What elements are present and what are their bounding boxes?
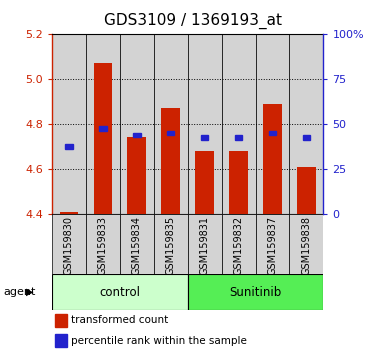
Bar	[269, 131, 276, 135]
Text: GSM159833: GSM159833	[98, 216, 108, 275]
Text: GSM159830: GSM159830	[64, 216, 74, 275]
Text: GSM159835: GSM159835	[166, 216, 176, 275]
Bar	[133, 133, 141, 137]
Bar	[94, 63, 112, 214]
Text: control: control	[99, 286, 140, 298]
Text: agent: agent	[4, 287, 36, 297]
Bar	[86, 34, 120, 214]
Bar	[222, 214, 256, 274]
Bar	[52, 214, 86, 274]
Bar	[290, 214, 323, 274]
Bar	[303, 135, 310, 139]
Bar	[86, 214, 120, 274]
Bar	[167, 131, 174, 135]
Bar	[120, 214, 154, 274]
Bar	[187, 34, 222, 214]
Text: GDS3109 / 1369193_at: GDS3109 / 1369193_at	[104, 12, 281, 29]
Bar	[154, 34, 187, 214]
Bar	[55, 334, 67, 347]
Text: GSM159834: GSM159834	[132, 216, 142, 275]
Text: transformed count: transformed count	[71, 315, 168, 325]
Bar	[195, 151, 214, 214]
Bar	[297, 167, 316, 214]
Bar	[120, 34, 154, 214]
Bar	[52, 274, 188, 310]
Text: ▶: ▶	[26, 287, 33, 297]
Bar	[201, 135, 208, 139]
Text: percentile rank within the sample: percentile rank within the sample	[71, 336, 247, 346]
Bar	[256, 214, 290, 274]
Bar	[65, 144, 73, 149]
Bar	[154, 214, 187, 274]
Bar	[235, 135, 242, 139]
Bar	[263, 104, 282, 214]
Bar	[60, 212, 78, 214]
Bar	[99, 126, 107, 131]
Text: GSM159837: GSM159837	[268, 216, 278, 275]
Bar	[127, 137, 146, 214]
Text: GSM159831: GSM159831	[200, 216, 210, 275]
Bar	[256, 34, 290, 214]
Bar	[229, 151, 248, 214]
Bar	[55, 314, 67, 327]
Bar	[161, 108, 180, 214]
Bar	[290, 34, 323, 214]
Text: Sunitinib: Sunitinib	[229, 286, 282, 298]
Bar	[52, 34, 86, 214]
Bar	[188, 274, 323, 310]
Text: GSM159832: GSM159832	[234, 216, 244, 275]
Bar	[222, 34, 256, 214]
Text: GSM159838: GSM159838	[301, 216, 311, 275]
Bar	[188, 214, 222, 274]
